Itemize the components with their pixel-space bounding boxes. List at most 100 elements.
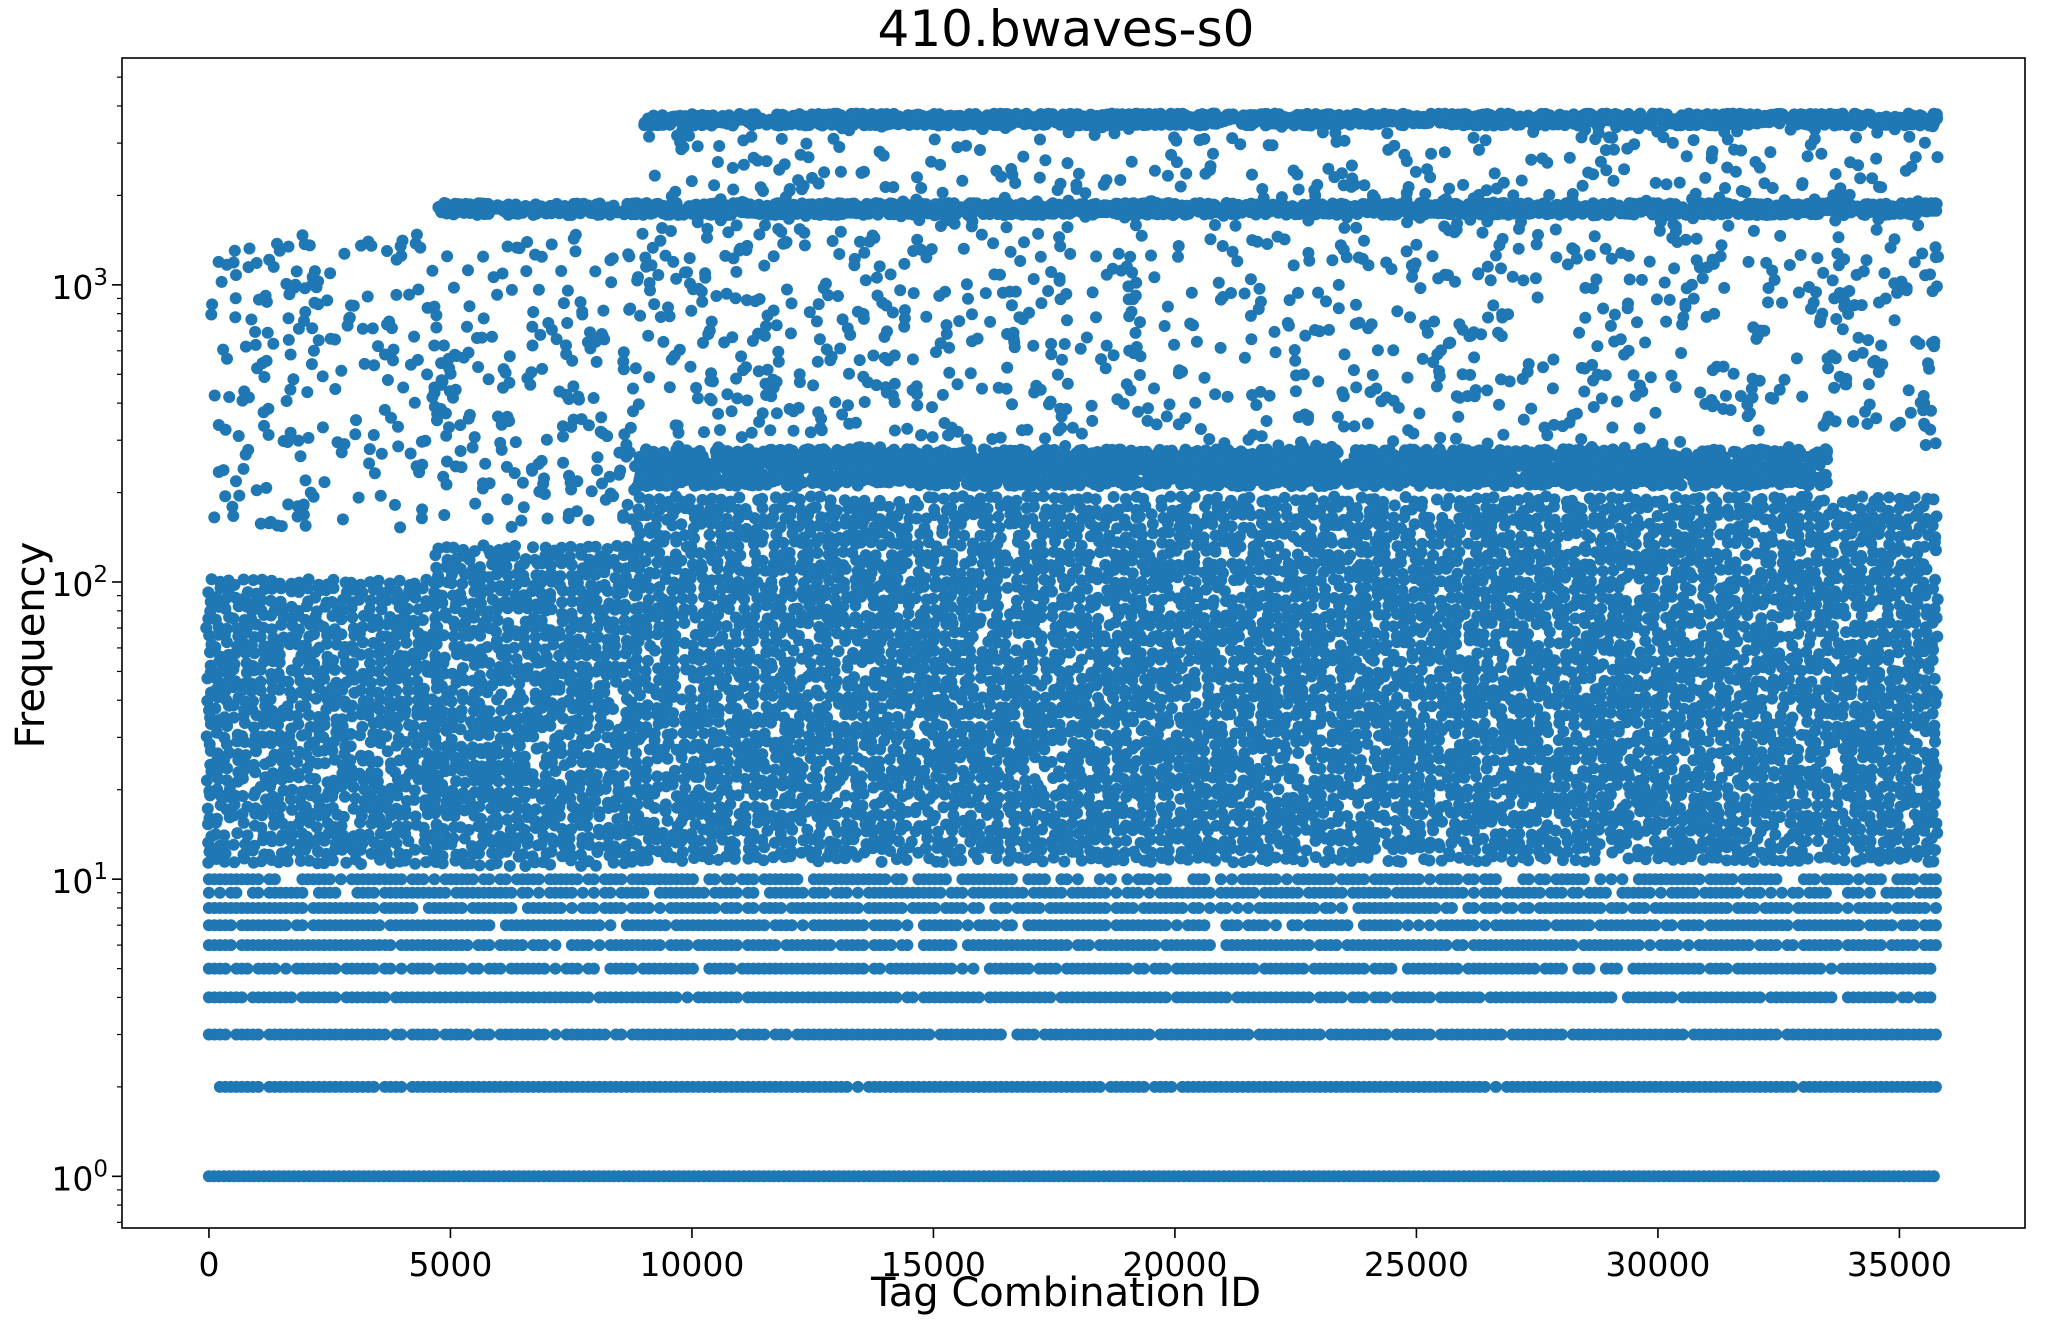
- scatter-point: [748, 565, 761, 577]
- scatter-point: [1198, 919, 1211, 932]
- scatter-point: [720, 672, 733, 685]
- scatter-point: [1924, 991, 1937, 1004]
- scatter-point: [780, 1028, 793, 1041]
- scatter-point: [1220, 991, 1233, 1004]
- scatter-point: [1176, 902, 1189, 914]
- scatter-point: [666, 728, 678, 740]
- scatter-point: [1423, 919, 1436, 932]
- scatter-point: [1467, 919, 1480, 932]
- scatter-point: [706, 842, 719, 855]
- scatter-point: [1060, 939, 1073, 952]
- scatter-point: [756, 502, 769, 515]
- scatter-point: [1742, 939, 1755, 952]
- scatter-point: [675, 554, 688, 567]
- scatter-point: [409, 843, 422, 856]
- scatter-point: [347, 780, 360, 793]
- scatter-point: [1808, 873, 1821, 886]
- scatter-point: [535, 576, 547, 589]
- scatter-point: [483, 939, 496, 952]
- scatter-point: [445, 695, 458, 708]
- scatter-point: [818, 886, 831, 899]
- scatter-point: [712, 715, 725, 728]
- scatter-point: [354, 843, 367, 856]
- scatter-point: [503, 859, 516, 872]
- scatter-point: [651, 628, 664, 641]
- scatter-point: [604, 886, 617, 899]
- scatter-point: [538, 962, 551, 975]
- scatter-point: [466, 873, 479, 886]
- scatter-point: [1440, 939, 1453, 952]
- scatter-point: [1632, 939, 1645, 952]
- scatter-point: [391, 721, 403, 734]
- scatter-point: [756, 554, 769, 567]
- scatter-point: [1137, 962, 1150, 975]
- scatter-point: [693, 671, 706, 684]
- scatter-point: [323, 873, 336, 886]
- scatter-point: [661, 814, 674, 827]
- scatter-point: [538, 1028, 551, 1041]
- scatter-point: [1489, 1080, 1502, 1093]
- scatter-point: [681, 991, 694, 1004]
- scatter-point: [428, 873, 441, 886]
- scatter-point: [775, 563, 788, 576]
- scatter-point: [549, 1028, 562, 1041]
- scatter-point: [857, 939, 870, 952]
- scatter-point: [367, 902, 380, 914]
- scatter-point: [231, 827, 244, 840]
- scatter-point: [309, 773, 322, 785]
- scatter-point: [553, 649, 566, 662]
- scatter-point: [884, 939, 897, 952]
- scatter-point: [1770, 939, 1783, 952]
- scatter-point: [329, 962, 342, 975]
- scatter-point: [1000, 902, 1013, 914]
- scatter-point: [730, 991, 743, 1004]
- scatter-point: [1594, 873, 1607, 886]
- scatter-point: [346, 611, 359, 624]
- scatter-point: [553, 683, 566, 696]
- scatter-point: [529, 803, 542, 816]
- scatter-point: [659, 919, 672, 932]
- scatter-point: [1478, 919, 1491, 932]
- scatter-point: [227, 663, 240, 676]
- scatter-point: [545, 845, 558, 858]
- scatter-point: [1929, 1080, 1942, 1093]
- scatter-point: [275, 618, 288, 631]
- scatter-point: [1643, 886, 1656, 899]
- scatter-point: [499, 719, 511, 732]
- scatter-point: [1825, 962, 1838, 975]
- scatter-point: [502, 674, 515, 687]
- scatter-point: [747, 670, 760, 683]
- scatter-point: [461, 939, 474, 952]
- scatter-point: [1247, 886, 1260, 899]
- scatter-point: [675, 815, 688, 828]
- scatter-point: [1093, 1080, 1106, 1093]
- scatter-point: [1929, 939, 1942, 952]
- scatter-point: [1748, 902, 1761, 914]
- scatter-point: [532, 873, 545, 886]
- scatter-point: [252, 1080, 265, 1093]
- scatter-point: [774, 521, 787, 534]
- scatter-point: [667, 619, 680, 631]
- scatter-point: [367, 886, 380, 899]
- scatter-point: [1110, 886, 1123, 899]
- scatter-point: [670, 991, 683, 1004]
- scatter-point: [840, 1080, 853, 1093]
- scatter-point: [1214, 873, 1227, 886]
- scatter-point: [1726, 873, 1739, 886]
- scatter-point: [1467, 902, 1480, 914]
- scatter-point: [299, 843, 312, 856]
- scatter-point: [1907, 919, 1920, 932]
- scatter-point: [956, 886, 969, 899]
- scatter-point: [693, 834, 706, 847]
- scatter-point: [445, 764, 458, 777]
- scatter-point: [1467, 886, 1480, 899]
- scatter-point: [291, 756, 303, 769]
- scatter-point: [398, 708, 411, 721]
- scatter-point: [1456, 939, 1469, 952]
- scatter-point: [1132, 886, 1145, 899]
- scatter-point: [618, 604, 631, 617]
- scatter-point: [630, 589, 643, 602]
- scatter-point: [1335, 991, 1348, 1004]
- scatter-point: [328, 699, 341, 712]
- scatter-point: [296, 919, 309, 932]
